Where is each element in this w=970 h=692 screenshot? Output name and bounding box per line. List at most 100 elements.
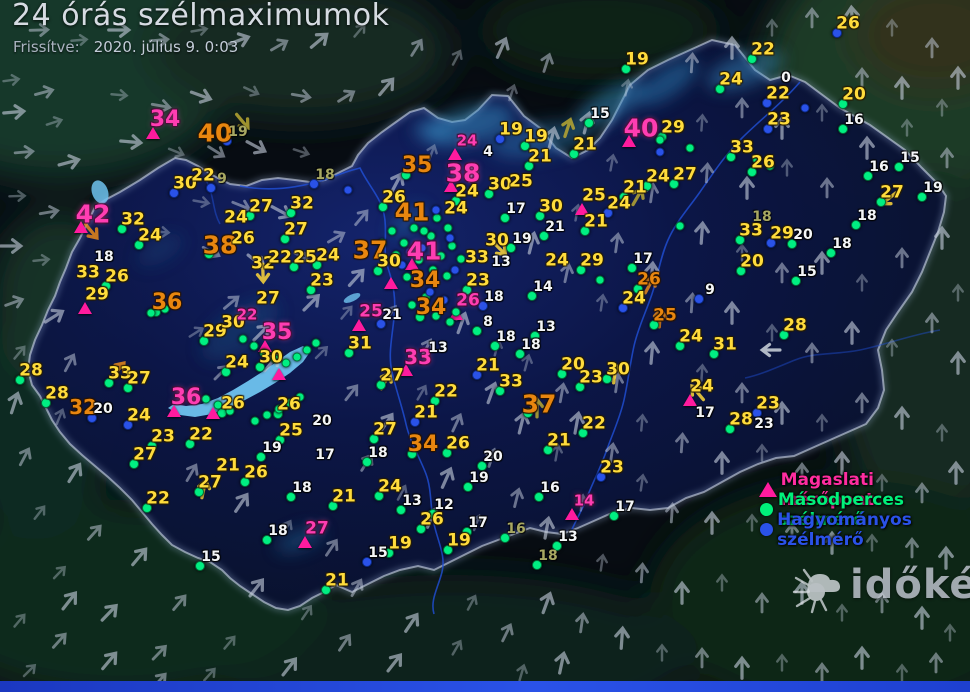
station-wind-max-value[interactable]: 24 [679,326,703,347]
high-altitude-triangle-marker[interactable] [575,203,589,215]
station-wind-max-value[interactable]: 22 [189,424,213,445]
per-second-station-dot[interactable] [787,239,797,249]
per-second-station-dot[interactable] [462,285,472,295]
station-wind-max-value[interactable]: 25 [582,185,606,206]
station-wind-max-value[interactable]: 32 [290,193,314,214]
station-wind-max-value[interactable]: 22 [582,413,606,434]
per-second-station-dot[interactable] [295,392,305,402]
high-altitude-triangle-marker[interactable] [167,405,181,417]
per-second-station-dot[interactable] [415,312,425,322]
station-wind-max-value[interactable]: 20 [312,413,332,429]
per-second-station-dot[interactable] [552,541,562,551]
station-wind-max-value[interactable]: 33 [465,247,489,268]
station-wind-max-value[interactable]: 32 [69,395,97,419]
station-wind-max-value[interactable]: 20 [842,84,866,105]
per-second-station-dot[interactable] [876,197,886,207]
per-second-station-dot[interactable] [495,386,505,396]
per-second-station-dot[interactable] [285,398,295,408]
traditional-station-dot[interactable] [417,243,427,253]
per-second-station-dot[interactable] [270,354,280,364]
station-wind-max-value[interactable]: 19 [524,126,548,147]
station-wind-max-value[interactable]: 27 [127,368,151,389]
per-second-station-dot[interactable] [15,375,25,385]
station-wind-max-value[interactable]: 18 [857,208,877,224]
station-wind-max-value[interactable]: 24 [646,166,670,187]
traditional-station-dot[interactable] [376,319,386,329]
station-wind-max-value[interactable]: 17 [615,499,635,515]
per-second-station-dot[interactable] [362,457,372,467]
station-wind-max-value[interactable]: 23 [466,270,490,291]
per-second-station-dot[interactable] [225,406,235,416]
per-second-station-dot[interactable] [262,410,272,420]
per-second-station-dot[interactable] [41,398,51,408]
station-wind-max-value[interactable]: 37 [521,389,557,419]
station-wind-max-value[interactable]: 21 [414,402,438,423]
station-wind-max-value[interactable]: 29 [580,250,604,271]
station-wind-max-value[interactable]: 22 [146,488,170,509]
station-wind-max-value[interactable]: 24 [378,476,402,497]
traditional-station-dot[interactable] [439,295,449,305]
traditional-station-dot[interactable] [694,294,704,304]
per-second-station-dot[interactable] [436,251,446,261]
per-second-station-dot[interactable] [160,304,170,314]
per-second-station-dot[interactable] [373,266,383,276]
traditional-station-dot[interactable] [309,179,319,189]
station-wind-max-value[interactable]: 24 [316,245,340,266]
station-wind-max-value[interactable]: 15 [797,264,817,280]
per-second-station-dot[interactable] [262,535,272,545]
station-wind-max-value[interactable]: 24 [622,288,646,309]
station-wind-max-value[interactable]: 23 [756,393,780,414]
station-wind-max-value[interactable]: 19 [469,470,489,486]
per-second-station-dot[interactable] [387,226,397,236]
per-second-station-dot[interactable] [462,527,472,537]
per-second-station-dot[interactable] [484,189,494,199]
station-wind-max-value[interactable]: 22 [434,381,458,402]
high-altitude-triangle-marker[interactable] [74,221,88,233]
station-wind-max-value[interactable]: 19 [447,530,471,551]
per-second-station-dot[interactable] [557,369,567,379]
per-second-station-dot[interactable] [306,285,316,295]
per-second-station-dot[interactable] [442,271,452,281]
per-second-station-dot[interactable] [443,223,453,233]
station-wind-max-value[interactable]: 16 [869,159,889,175]
traditional-station-dot[interactable] [169,188,179,198]
station-wind-max-value[interactable]: 29 [203,321,227,342]
per-second-station-dot[interactable] [280,234,290,244]
station-wind-max-value[interactable]: 34 [407,432,439,457]
per-second-station-dot[interactable] [286,492,296,502]
per-second-station-dot[interactable] [451,307,461,317]
per-second-station-dot[interactable] [281,358,291,368]
station-wind-max-value[interactable]: 26 [277,394,301,415]
per-second-station-dot[interactable] [416,524,426,534]
per-second-station-dot[interactable] [407,300,417,310]
per-second-station-dot[interactable] [311,338,321,348]
station-wind-max-value[interactable]: 32 [121,209,145,230]
station-wind-max-value[interactable]: 19 [388,533,412,554]
per-second-station-dot[interactable] [747,167,757,177]
station-wind-max-value[interactable]: 18 [496,329,516,345]
station-wind-max-value[interactable]: 21 [382,307,402,323]
station-wind-max-value[interactable]: 13 [536,319,556,335]
per-second-station-dot[interactable] [515,349,525,359]
per-second-station-dot[interactable] [765,161,775,171]
station-wind-max-value[interactable]: 21 [325,570,349,591]
station-wind-max-value[interactable]: 42 [75,199,111,229]
station-wind-max-value[interactable]: 17 [506,201,526,217]
station-wind-max-value[interactable]: 23 [151,426,175,447]
per-second-station-dot[interactable] [407,449,417,459]
station-wind-max-value[interactable]: 35 [261,320,293,345]
per-second-station-dot[interactable] [101,281,111,291]
per-second-station-dot[interactable] [726,152,736,162]
per-second-station-dot[interactable] [917,192,927,202]
station-wind-max-value[interactable]: 28 [45,383,69,404]
per-second-station-dot[interactable] [627,263,637,273]
per-second-station-dot[interactable] [826,248,836,258]
per-second-station-dot[interactable] [619,192,629,202]
station-wind-max-value[interactable]: 23 [310,270,334,291]
per-second-station-dot[interactable] [779,330,789,340]
traditional-station-dot[interactable] [206,183,216,193]
station-wind-max-value[interactable]: 4 [483,144,493,160]
high-altitude-triangle-marker[interactable] [683,394,697,406]
traditional-station-dot[interactable] [495,134,505,144]
station-wind-max-value[interactable]: 24 [607,193,631,214]
